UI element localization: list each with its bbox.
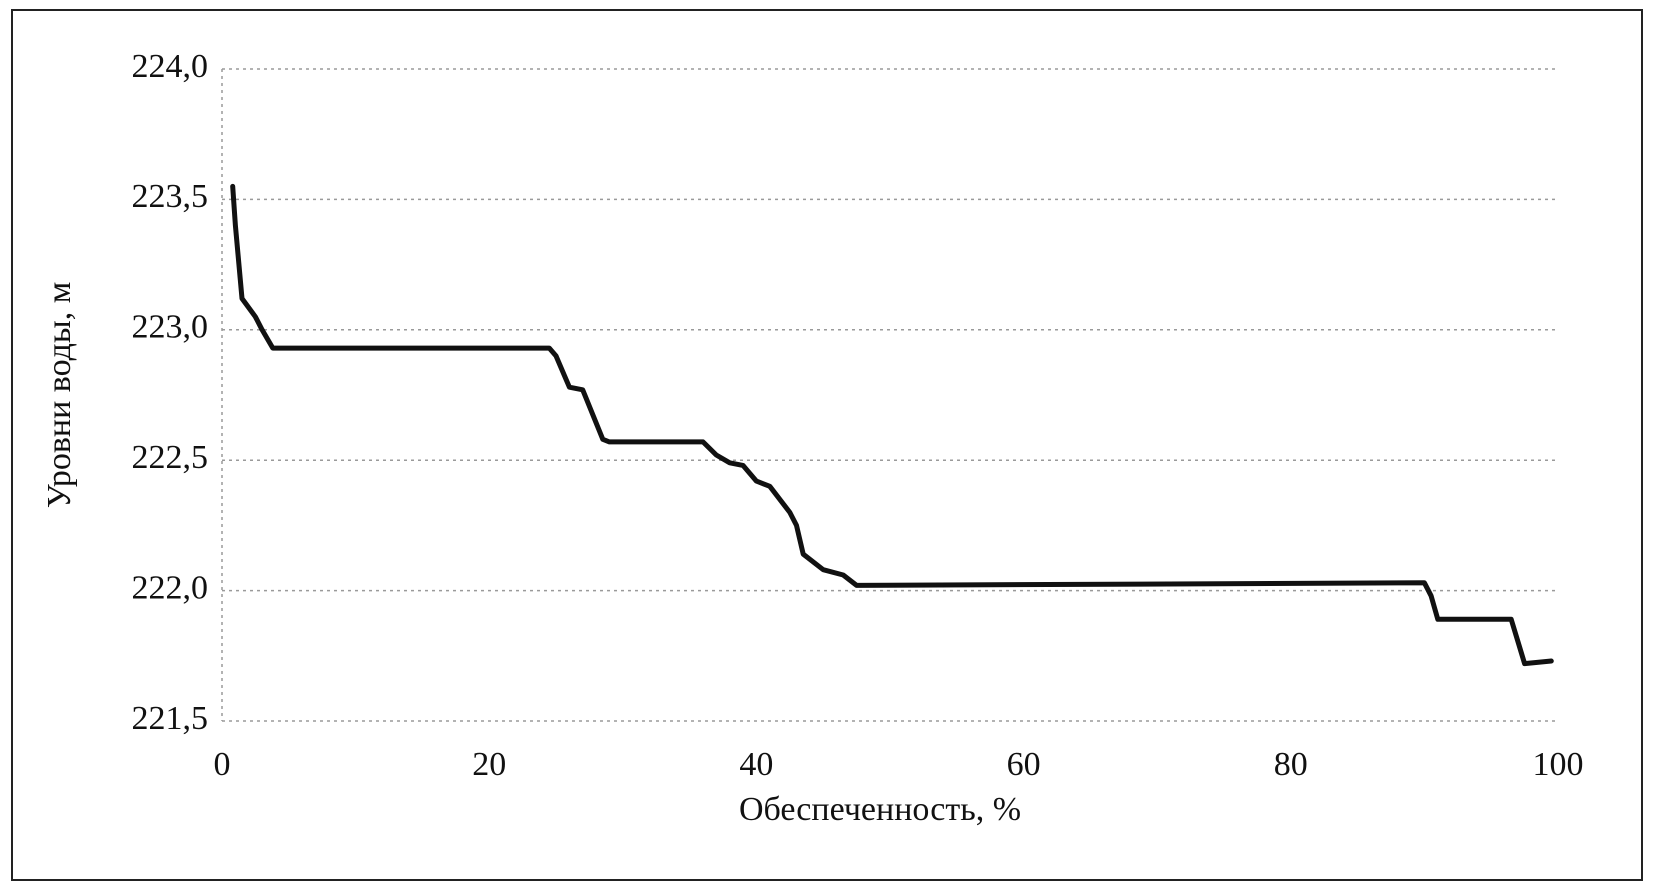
y-tick-label: 222,0 <box>132 569 209 606</box>
x-tick-label: 20 <box>472 746 506 783</box>
y-tick-label: 221,5 <box>132 700 209 737</box>
x-axis-label: Обеспеченность, % <box>739 791 1021 828</box>
x-tick-label: 60 <box>1007 746 1041 783</box>
y-tick-label: 223,0 <box>132 309 209 346</box>
x-tick-label: 40 <box>739 746 773 783</box>
chart-frame <box>11 9 1643 881</box>
x-tick-label: 80 <box>1274 746 1308 783</box>
y-axis-label: Уровни воды, м <box>41 282 78 509</box>
data-line <box>230 183 1554 667</box>
y-tick-label: 222,5 <box>132 439 209 476</box>
y-tick-label: 223,5 <box>132 178 209 215</box>
x-tick-label: 0 <box>214 746 231 783</box>
y-tick-label: 224,0 <box>132 48 209 85</box>
x-tick-label: 100 <box>1533 746 1584 783</box>
